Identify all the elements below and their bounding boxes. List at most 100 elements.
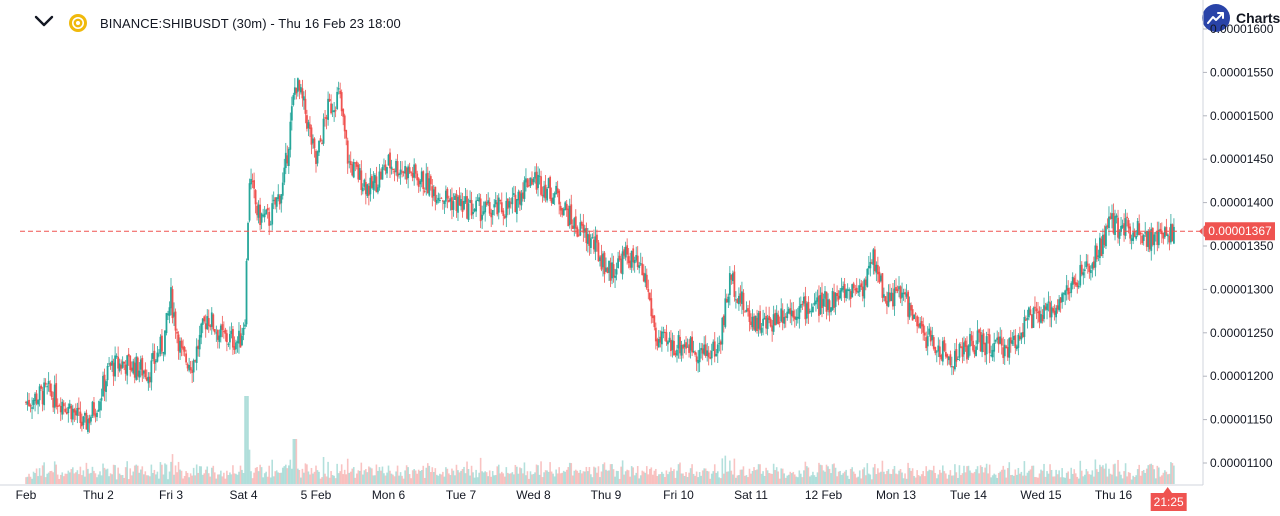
candle-body: [435, 199, 438, 204]
volume-bar: [871, 479, 873, 484]
candle-body: [271, 203, 274, 225]
x-tick-label: Wed 8: [516, 488, 551, 502]
volume-bar: [526, 471, 529, 484]
candle-body: [1121, 225, 1124, 228]
candle-body: [568, 205, 571, 226]
volume-bar: [1090, 474, 1092, 484]
volume-bar: [1162, 472, 1165, 484]
candle-body: [401, 171, 403, 173]
volume-bar: [127, 479, 130, 484]
candle-body: [976, 330, 979, 345]
volume-bar: [1094, 459, 1097, 484]
volume-bar: [79, 466, 82, 484]
candle-body: [378, 171, 381, 188]
volume-bar: [655, 468, 657, 484]
volume-bar: [194, 475, 196, 484]
candle-body: [466, 196, 468, 219]
volume-bar: [123, 477, 125, 484]
x-tick-label: Fri 3: [159, 488, 183, 502]
chevron-down-icon[interactable]: [34, 14, 54, 28]
volume-bar: [220, 470, 222, 484]
volume-bar: [624, 471, 627, 484]
volume-bar: [621, 460, 624, 484]
candle-body: [295, 87, 298, 94]
candle-body: [65, 411, 68, 415]
brand-logo[interactable]: Charts: [1202, 4, 1280, 34]
candle-body: [673, 340, 675, 356]
candle-body: [230, 330, 233, 334]
volume-bar: [943, 471, 946, 484]
volume-bar: [901, 472, 903, 484]
candle-body: [370, 176, 373, 188]
volume-bar: [880, 471, 882, 484]
volume-bar: [581, 473, 583, 484]
candle-body: [872, 249, 875, 266]
candle-body: [730, 274, 733, 280]
candle-body: [432, 189, 435, 197]
candle-body: [588, 234, 591, 246]
volume-bar: [683, 475, 686, 484]
candle-body: [920, 321, 923, 327]
candle-body: [1135, 235, 1138, 239]
candle-body: [787, 308, 790, 314]
volume-bar: [991, 475, 994, 484]
volume-bar: [73, 473, 76, 484]
volume-bar: [35, 468, 38, 484]
volume-bar: [753, 467, 755, 484]
volume-bar: [667, 474, 669, 484]
volume-bar: [306, 464, 308, 484]
candle-body: [1064, 290, 1067, 296]
volume-bar: [1136, 469, 1139, 484]
volume-bar: [1171, 463, 1174, 484]
volume-bar: [1011, 474, 1014, 484]
candle-body: [651, 315, 654, 319]
current-time-badge: [1150, 493, 1187, 511]
candle-body: [62, 403, 65, 407]
candle-body: [576, 227, 579, 237]
volume-bar: [46, 473, 48, 484]
candle-body: [328, 98, 331, 102]
candle-body: [1005, 346, 1008, 349]
candle-body: [902, 292, 905, 295]
volume-bar: [416, 473, 418, 484]
candle-body: [867, 265, 870, 269]
volume-bar: [316, 470, 319, 484]
volume-bar: [303, 472, 305, 484]
candle-body: [174, 311, 177, 331]
candle-body: [1108, 216, 1110, 228]
candle-body: [337, 88, 340, 90]
candle-body: [301, 88, 304, 99]
candle-body: [422, 171, 425, 190]
candle-body: [969, 333, 971, 347]
candle-body: [139, 359, 142, 370]
candle-body: [247, 222, 249, 261]
volume-bar: [189, 473, 192, 484]
candle-body: [457, 197, 459, 213]
candle-body: [1120, 225, 1122, 232]
candle-body: [446, 188, 449, 199]
candle-body: [816, 297, 819, 302]
candle-body: [121, 361, 124, 368]
volume-bar: [910, 470, 912, 484]
candle-body: [319, 138, 322, 142]
candle-body: [491, 209, 494, 216]
volume-bar: [1080, 470, 1083, 484]
volume-bar: [727, 471, 730, 484]
volume-bar: [257, 471, 260, 484]
candle-body: [745, 309, 748, 312]
candle-body: [970, 335, 973, 341]
candle-body: [257, 204, 260, 218]
candle-body: [931, 334, 934, 341]
candle-body: [1006, 347, 1009, 358]
volume-bar: [547, 471, 550, 484]
volume-bar: [247, 396, 249, 484]
volume-bar: [50, 470, 53, 484]
volume-bar: [188, 477, 190, 484]
candle-body: [614, 275, 616, 278]
candle-body: [194, 360, 197, 362]
candle-body: [1059, 297, 1062, 303]
candle-body: [562, 209, 565, 216]
volume-bar: [588, 467, 591, 484]
